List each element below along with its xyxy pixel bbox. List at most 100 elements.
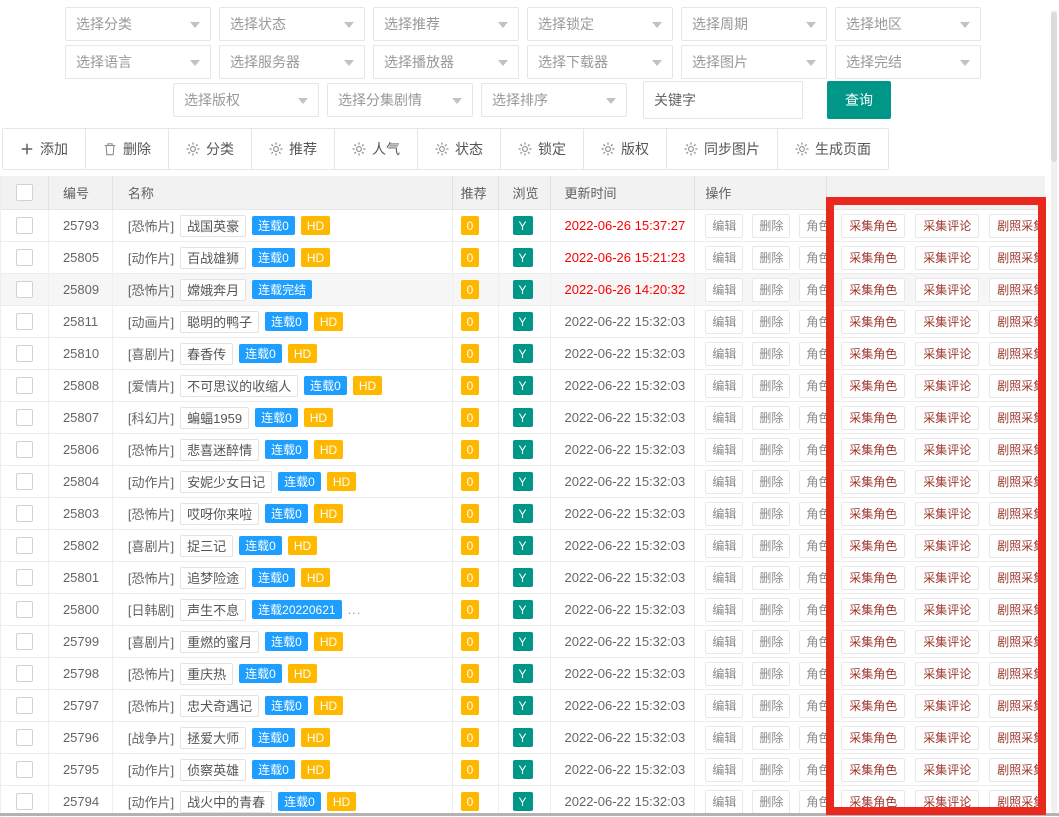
filter-select-language[interactable]: 选择语言: [65, 45, 211, 79]
stills-collect-button[interactable]: 剧照采集: [989, 693, 1046, 718]
stills-collect-button[interactable]: 剧照采集: [989, 309, 1046, 334]
recommend-badge[interactable]: 0: [460, 248, 480, 267]
title-text[interactable]: 嫦娥奔月: [180, 278, 247, 301]
edit-button[interactable]: 编辑: [705, 501, 744, 526]
delete-row-button[interactable]: 删除: [752, 373, 791, 398]
collect-role-button[interactable]: 采集角色: [841, 565, 906, 590]
delete-row-button[interactable]: 删除: [752, 245, 791, 270]
serial-badge[interactable]: 连载0: [252, 728, 295, 747]
edit-button[interactable]: 编辑: [705, 661, 744, 686]
serial-badge[interactable]: 连载0: [304, 376, 347, 395]
role-button[interactable]: 角色: [799, 245, 827, 270]
recommend-badge[interactable]: 0: [460, 728, 480, 747]
view-badge[interactable]: Y: [512, 312, 533, 331]
filter-select-status[interactable]: 选择状态: [219, 7, 365, 41]
collect-comment-button[interactable]: 采集评论: [915, 725, 980, 750]
edit-button[interactable]: 编辑: [705, 437, 744, 462]
role-button[interactable]: 角色: [799, 277, 827, 302]
recommend-badge[interactable]: 0: [460, 280, 480, 299]
serial-badge[interactable]: 连载0: [265, 312, 308, 331]
generate-pages-button[interactable]: 生成页面: [778, 129, 888, 169]
view-badge[interactable]: Y: [512, 760, 533, 779]
stills-collect-button[interactable]: 剧照采集: [989, 405, 1046, 430]
title-text[interactable]: 追梦险途: [180, 566, 247, 589]
title-text[interactable]: 哎呀你来啦: [180, 502, 260, 525]
delete-button[interactable]: 删除: [86, 129, 169, 169]
delete-row-button[interactable]: 删除: [752, 469, 791, 494]
delete-row-button[interactable]: 删除: [752, 309, 791, 334]
title-text[interactable]: 捉三记: [180, 534, 234, 557]
delete-row-button[interactable]: 删除: [752, 789, 791, 814]
serial-badge[interactable]: 连载0: [265, 440, 308, 459]
collect-comment-button[interactable]: 采集评论: [915, 533, 980, 558]
delete-row-button[interactable]: 删除: [752, 757, 791, 782]
serial-badge[interactable]: 连载0: [278, 472, 321, 491]
collect-comment-button[interactable]: 采集评论: [915, 565, 980, 590]
collect-role-button[interactable]: 采集角色: [841, 597, 906, 622]
select-all-checkbox[interactable]: [15, 184, 33, 201]
collect-comment-button[interactable]: 采集评论: [915, 693, 980, 718]
view-badge[interactable]: Y: [512, 728, 533, 747]
view-badge[interactable]: Y: [512, 376, 533, 395]
delete-row-button[interactable]: 删除: [752, 629, 791, 654]
collect-comment-button[interactable]: 采集评论: [915, 437, 980, 462]
popularity-button[interactable]: 人气: [335, 129, 418, 169]
title-text[interactable]: 重庆热: [180, 662, 234, 685]
collect-role-button[interactable]: 采集角色: [841, 725, 906, 750]
delete-row-button[interactable]: 删除: [752, 597, 791, 622]
delete-row-button[interactable]: 删除: [752, 693, 791, 718]
recommend-badge[interactable]: 0: [460, 408, 480, 427]
title-text[interactable]: 重燃的蜜月: [180, 630, 260, 653]
scrollbar-thumb[interactable]: [1051, 12, 1057, 162]
collect-comment-button[interactable]: 采集评论: [915, 341, 980, 366]
row-checkbox[interactable]: [15, 633, 33, 650]
title-text[interactable]: 战火中的青春: [180, 790, 273, 813]
row-checkbox[interactable]: [15, 601, 33, 618]
row-checkbox[interactable]: [15, 793, 33, 810]
collect-role-button[interactable]: 采集角色: [841, 277, 906, 302]
row-checkbox[interactable]: [15, 505, 33, 522]
title-text[interactable]: 聪明的鸭子: [180, 310, 260, 333]
recommend-badge[interactable]: 0: [460, 760, 480, 779]
delete-row-button[interactable]: 删除: [752, 277, 791, 302]
recommend-badge[interactable]: 0: [460, 568, 480, 587]
collect-role-button[interactable]: 采集角色: [841, 309, 906, 334]
view-badge[interactable]: Y: [512, 568, 533, 587]
copyright-button[interactable]: 版权: [584, 129, 667, 169]
collect-role-button[interactable]: 采集角色: [841, 213, 906, 238]
keyword-input[interactable]: [643, 81, 803, 119]
row-checkbox[interactable]: [15, 217, 33, 234]
title-text[interactable]: 不可思议的收缩人: [180, 374, 299, 397]
row-checkbox[interactable]: [15, 313, 33, 330]
title-text[interactable]: 春香传: [180, 342, 234, 365]
view-badge[interactable]: Y: [512, 472, 533, 491]
collect-comment-button[interactable]: 采集评论: [915, 309, 980, 334]
collect-comment-button[interactable]: 采集评论: [915, 373, 980, 398]
row-checkbox[interactable]: [15, 569, 33, 586]
collect-role-button[interactable]: 采集角色: [841, 437, 906, 462]
delete-row-button[interactable]: 删除: [752, 405, 791, 430]
serial-badge[interactable]: 连载0: [239, 344, 282, 363]
role-button[interactable]: 角色: [799, 341, 827, 366]
recommend-badge[interactable]: 0: [460, 472, 480, 491]
recommend-badge[interactable]: 0: [460, 376, 480, 395]
filter-select-server[interactable]: 选择服务器: [219, 45, 365, 79]
row-checkbox[interactable]: [15, 473, 33, 490]
role-button[interactable]: 角色: [799, 693, 827, 718]
collect-role-button[interactable]: 采集角色: [841, 373, 906, 398]
collect-role-button[interactable]: 采集角色: [841, 533, 906, 558]
role-button[interactable]: 角色: [799, 437, 827, 462]
view-badge[interactable]: Y: [512, 344, 533, 363]
row-checkbox[interactable]: [15, 729, 33, 746]
edit-button[interactable]: 编辑: [705, 533, 744, 558]
collect-role-button[interactable]: 采集角色: [841, 405, 906, 430]
role-button[interactable]: 角色: [799, 597, 827, 622]
filter-select-recommend[interactable]: 选择推荐: [373, 7, 519, 41]
row-checkbox[interactable]: [15, 537, 33, 554]
stills-collect-button[interactable]: 剧照采集: [989, 629, 1046, 654]
row-checkbox[interactable]: [15, 761, 33, 778]
title-text[interactable]: 悲喜迷醉情: [180, 438, 260, 461]
serial-badge[interactable]: 连载完结: [252, 280, 313, 299]
view-badge[interactable]: Y: [512, 216, 533, 235]
collect-comment-button[interactable]: 采集评论: [915, 757, 980, 782]
